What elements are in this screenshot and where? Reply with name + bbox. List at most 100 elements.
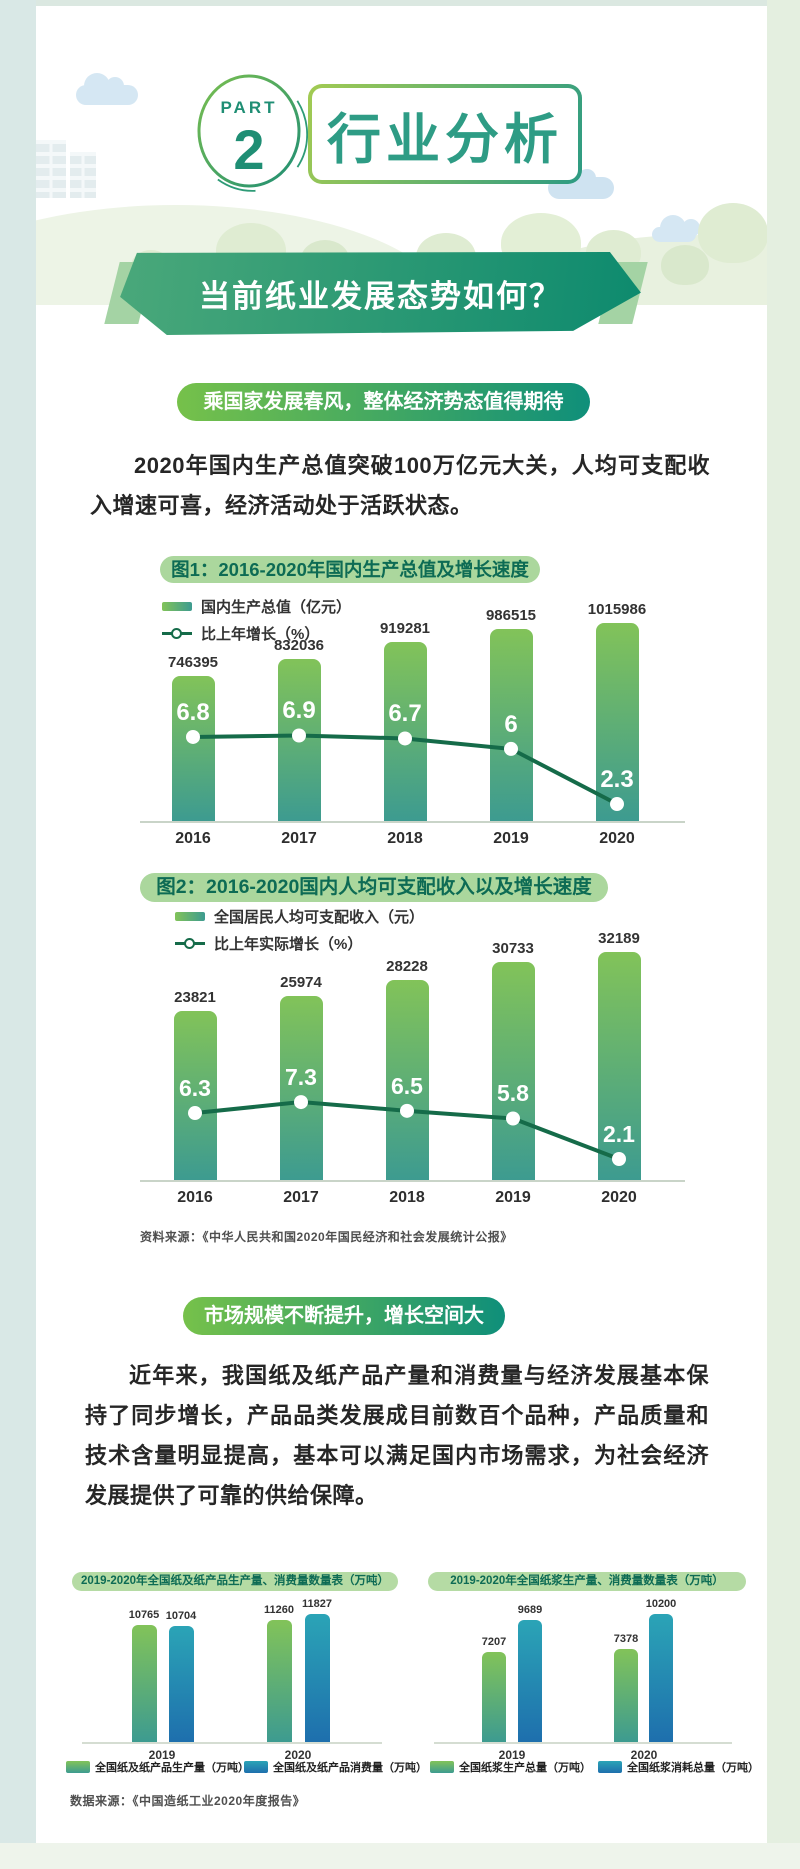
section-title-box: 行业分析: [308, 84, 582, 184]
bar-value-label: 11260: [264, 1604, 294, 1616]
subsection-pill-economy: 乘国家发展春风，整体经济势态值得期待: [177, 383, 590, 421]
bar-value-label: 23821: [174, 989, 216, 1006]
year-label: 2019: [493, 830, 529, 847]
right-background-strip: [767, 0, 800, 1869]
legend-label: 比上年实际增长（%）: [214, 936, 363, 953]
year-label: 2016: [177, 1189, 213, 1206]
growth-rate-label: 2.3: [600, 766, 634, 794]
legend-item: 全国纸及纸产品消费量（万吨）: [244, 1759, 427, 1775]
part-label: PART: [220, 98, 277, 117]
part-badge: PART 2: [189, 66, 309, 196]
bar-value-label: 10200: [645, 1598, 677, 1610]
bar: [266, 1620, 292, 1742]
bar: [518, 1620, 542, 1742]
left-background-strip: [0, 0, 36, 1869]
legend-item: 比上年实际增长（%）: [175, 933, 424, 954]
year-label: 2018: [387, 830, 423, 847]
bar-value-label: 986515: [485, 607, 537, 624]
bar-value-label: 10765: [128, 1609, 160, 1621]
part-number: 2: [233, 118, 264, 181]
green-bar-swatch-icon: [66, 1761, 90, 1773]
chart2-title-pill: 图2：2016-2020国内人均可支配收入以及增长速度: [140, 873, 608, 902]
legend-label: 全国纸及纸产品生产量（万吨）: [95, 1762, 249, 1774]
growth-rate-label: 6.5: [391, 1072, 423, 1099]
growth-rate-label: 5.8: [497, 1080, 529, 1107]
growth-rate-label: 6.8: [176, 698, 210, 726]
legend-label: 比上年增长（%）: [201, 626, 320, 643]
chart3-legend: 全国纸及纸产品生产量（万吨） 全国纸及纸产品消费量（万吨）: [60, 1759, 427, 1775]
year-label: 2019: [495, 1189, 531, 1206]
tree-icon: [698, 203, 767, 263]
bar: [649, 1614, 673, 1742]
year-label: 2017: [281, 830, 317, 847]
year-label: 2020: [599, 830, 635, 847]
bar-value-label: 919281: [379, 620, 431, 637]
bar: [614, 1649, 638, 1742]
bar-swatch-icon: [162, 602, 192, 611]
growth-rate-label: 6.9: [282, 697, 316, 725]
badge-outer-arc: [189, 70, 309, 192]
year-label: 2020: [630, 1748, 658, 1762]
paragraph-market: 近年来，我国纸及纸产品产量和消费量与经济发展基本保持了同步增长，产品品类发展成目…: [85, 1363, 709, 1508]
bar-value-label: 746395: [167, 654, 219, 671]
chart4-title-pill: 2019-2020年全国纸浆生产量、消费量数量表（万吨）: [428, 1572, 746, 1591]
chart-pulp: 2019-2020年全国纸浆生产量、消费量数量表（万吨） 全国纸浆生产总量（万吨…: [420, 1570, 765, 1820]
legend-label: 全国居民人均可支配收入（元）: [214, 909, 425, 926]
year-label: 2018: [389, 1189, 425, 1206]
question-banner-text: 当前纸业发展态势如何？: [199, 279, 562, 314]
bar: [168, 1626, 194, 1742]
bar-value-label: 7207: [481, 1636, 507, 1648]
chart4-legend: 全国纸浆生产总量（万吨） 全国纸浆消耗总量（万吨）: [420, 1759, 765, 1775]
legend-item: 全国纸浆生产总量（万吨）: [430, 1759, 591, 1775]
chart-paper-products: 2019-2020年全国纸及纸产品生产量、消费量数量表（万吨） 全国纸及纸产品生…: [60, 1570, 427, 1820]
growth-rate-label: 6.7: [388, 700, 422, 728]
legend-label: 全国纸浆消耗总量（万吨）: [627, 1762, 759, 1774]
bar-value-label: 1015986: [587, 601, 647, 618]
tree-icon: [661, 245, 709, 285]
bar: [491, 962, 535, 1180]
chart-income: 全国居民人均可支配收入（元） 比上年实际增长（%） 23821 2016 6.3 25…: [100, 903, 700, 1213]
cloud-icon: [76, 73, 138, 105]
x-axis: [82, 1742, 382, 1744]
legend-item: 全国纸及纸产品生产量（万吨）: [66, 1759, 249, 1775]
legend-label: 全国纸及纸产品消费量（万吨）: [273, 1762, 427, 1774]
bottom-background-strip: [0, 1843, 800, 1869]
chart1-title-pill: 图1：2016-2020年国内生产总值及增长速度: [160, 556, 540, 583]
cloud-icon: [652, 215, 700, 242]
bar-value-label: 30733: [492, 940, 534, 957]
bar: [482, 1652, 506, 1742]
legend-label: 全国纸浆生产总量（万吨）: [459, 1762, 591, 1774]
bar-value-label: 7378: [613, 1633, 639, 1645]
blue-bar-swatch-icon: [598, 1761, 622, 1773]
top-strip: [0, 0, 800, 6]
x-axis: [434, 1742, 732, 1744]
growth-rate-label: 7.3: [285, 1064, 317, 1091]
source-note-statistics: 资料来源：《中华人民共和国2020年国民经济和社会发展统计公报》: [140, 1230, 513, 1244]
legend-label: 国内生产总值（亿元）: [201, 599, 352, 616]
bar: [131, 1625, 157, 1742]
bar-value-label: 25974: [280, 974, 322, 991]
year-label: 2016: [175, 830, 211, 847]
badge-circle: [197, 74, 301, 188]
x-axis: [140, 821, 685, 823]
building-icon: [70, 152, 96, 198]
paragraph-economy: 2020年国内生产总值突破100万亿元大关，人均可支配收入增速可喜，经济活动处于…: [90, 453, 710, 518]
chart-gdp: 国内生产总值（亿元） 比上年增长（%） 746395 2016 6.8 832036 2…: [100, 588, 700, 898]
bar: [171, 676, 215, 821]
legend-item: 全国居民人均可支配收入（元）: [175, 906, 424, 927]
year-label: 2019: [148, 1748, 176, 1762]
line-swatch-icon: [175, 938, 205, 949]
subsection-pill-market: 市场规模不断提升，增长空间大: [183, 1297, 505, 1335]
blue-bar-swatch-icon: [244, 1761, 268, 1773]
chart2-legend: 全国居民人均可支配收入（元） 比上年实际增长（%）: [175, 906, 424, 954]
legend-item: 全国纸浆消耗总量（万吨）: [598, 1759, 759, 1775]
question-banner: 当前纸业发展态势如何？: [120, 252, 641, 335]
year-label: 2020: [601, 1189, 637, 1206]
bar-value-label: 28228: [386, 958, 428, 975]
chart3-title-pill: 2019-2020年全国纸及纸产品生产量、消费量数量表（万吨）: [72, 1572, 398, 1591]
bar: [383, 642, 427, 821]
bar: [277, 659, 321, 821]
green-bar-swatch-icon: [430, 1761, 454, 1773]
x-axis: [140, 1180, 685, 1182]
